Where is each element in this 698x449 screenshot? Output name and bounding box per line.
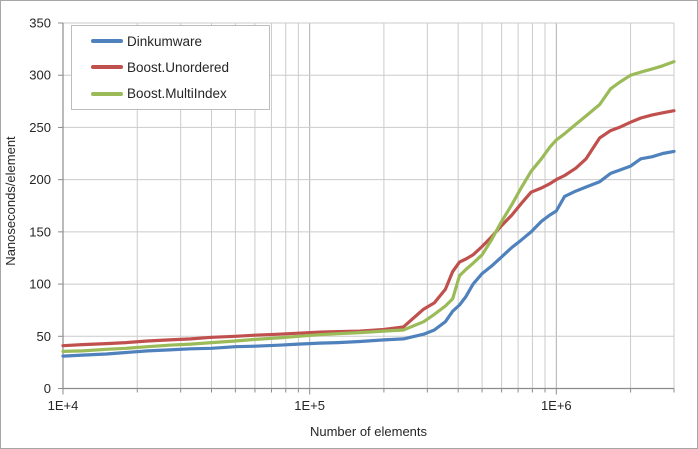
legend-item-dinkumware: Dinkumware [72,28,269,54]
legend-label-boost-multiindex: Boost.MultiIndex [127,86,227,102]
legend-swatch-boost-multiindex-line-icon [91,91,123,96]
y-tick-label: 0 [44,381,51,396]
y-axis-title: Nanoseconds/element [3,136,18,266]
legend-item-boost-unordered: Boost.Unordered [72,54,269,80]
legend-item-boost-multiindex: Boost.MultiIndex [72,81,269,107]
legend-label-dinkumware: Dinkumware [127,33,203,49]
legend-swatch-boost-unordered-line-icon [91,65,123,70]
x-tick-label: 1E+6 [541,398,572,413]
series-line-boost-unordered [61,109,676,348]
x-tick-label: 1E+4 [48,398,79,413]
y-tick-label: 300 [29,68,51,83]
y-tick-label: 200 [29,172,51,187]
legend: Dinkumware Boost.Unordered Boost.MultiIn… [71,25,270,110]
y-tick-label: 350 [29,16,51,31]
series-line-boost-multiindex [61,59,676,353]
legend-label-boost-unordered: Boost.Unordered [127,59,230,75]
legend-swatch-dinkumware-line-icon [91,39,123,44]
y-tick-label: 150 [29,224,51,239]
x-axis-title: Number of elements [309,424,428,439]
series-line-dinkumware [61,149,676,358]
y-tick-label: 100 [29,277,51,292]
y-tick-label: 250 [29,120,51,135]
x-tick-label: 1E+5 [294,398,325,413]
y-tick-label: 50 [37,329,51,344]
